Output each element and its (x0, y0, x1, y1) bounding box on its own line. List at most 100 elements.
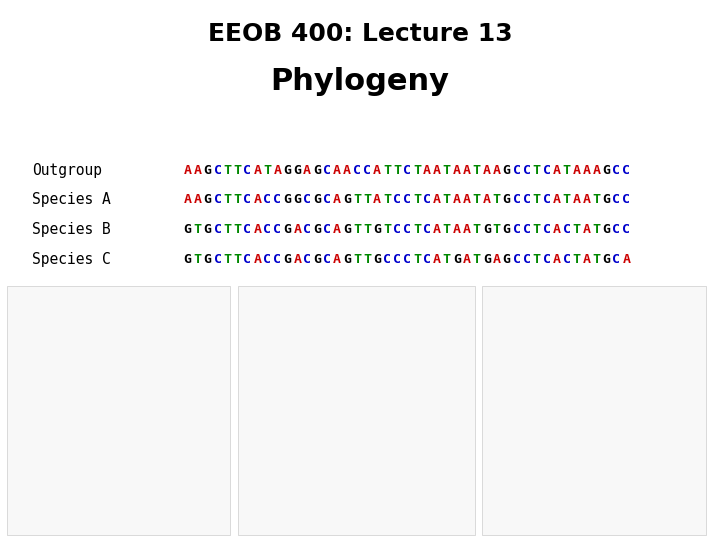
Text: A: A (482, 193, 491, 206)
Text: G: G (313, 164, 321, 177)
Text: A: A (552, 193, 561, 206)
Text: Species A: Species A (32, 192, 111, 207)
Text: A: A (582, 164, 590, 177)
Text: EEOB 400: Lecture 13: EEOB 400: Lecture 13 (207, 22, 513, 45)
Text: T: T (533, 164, 541, 177)
Text: C: C (214, 193, 222, 206)
Text: T: T (443, 223, 451, 236)
Text: G: G (343, 253, 351, 266)
Text: T: T (363, 193, 371, 206)
Text: T: T (533, 253, 541, 266)
Text: T: T (533, 193, 541, 206)
Text: Outgroup: Outgroup (32, 163, 102, 178)
Text: A: A (184, 164, 192, 177)
Text: G: G (343, 193, 351, 206)
Text: C: C (393, 253, 401, 266)
Text: C: C (353, 164, 361, 177)
Text: C: C (383, 253, 391, 266)
Text: C: C (274, 193, 282, 206)
Text: T: T (593, 223, 600, 236)
Text: G: G (373, 223, 381, 236)
Text: C: C (523, 223, 531, 236)
Text: A: A (453, 164, 461, 177)
Text: T: T (194, 253, 202, 266)
Text: A: A (184, 193, 192, 206)
Text: T: T (593, 193, 600, 206)
Text: G: G (184, 223, 192, 236)
Text: C: C (323, 253, 331, 266)
Text: C: C (264, 193, 271, 206)
Text: A: A (463, 164, 471, 177)
Text: T: T (233, 253, 241, 266)
Text: A: A (333, 223, 341, 236)
Text: T: T (223, 223, 232, 236)
Text: A: A (333, 253, 341, 266)
Text: C: C (543, 164, 551, 177)
Text: C: C (423, 223, 431, 236)
Text: T: T (233, 223, 241, 236)
Text: G: G (204, 223, 212, 236)
Text: G: G (603, 193, 611, 206)
Text: A: A (274, 164, 282, 177)
Text: T: T (363, 253, 371, 266)
Text: C: C (403, 164, 411, 177)
Text: A: A (303, 164, 311, 177)
Text: G: G (503, 253, 510, 266)
Text: C: C (323, 223, 331, 236)
Text: G: G (603, 164, 611, 177)
Text: G: G (453, 253, 461, 266)
Text: C: C (274, 253, 282, 266)
Text: C: C (523, 193, 531, 206)
Text: C: C (622, 223, 631, 236)
Text: C: C (214, 253, 222, 266)
Text: C: C (303, 253, 311, 266)
Text: C: C (303, 193, 311, 206)
Text: T: T (562, 193, 570, 206)
Text: A: A (253, 253, 261, 266)
Text: C: C (264, 253, 271, 266)
Text: T: T (383, 193, 391, 206)
Text: A: A (293, 223, 301, 236)
Text: C: C (243, 223, 251, 236)
Text: A: A (433, 193, 441, 206)
Text: T: T (413, 223, 421, 236)
Text: A: A (572, 193, 580, 206)
Text: T: T (353, 223, 361, 236)
Text: A: A (253, 223, 261, 236)
Text: G: G (293, 193, 301, 206)
Text: A: A (433, 164, 441, 177)
Text: G: G (283, 193, 292, 206)
Text: A: A (463, 223, 471, 236)
Text: C: C (243, 164, 251, 177)
Text: T: T (233, 164, 241, 177)
Text: A: A (333, 164, 341, 177)
Text: A: A (253, 164, 261, 177)
Text: G: G (603, 223, 611, 236)
Text: G: G (503, 193, 510, 206)
Text: G: G (313, 253, 321, 266)
Text: T: T (443, 253, 451, 266)
Text: T: T (473, 223, 481, 236)
Text: T: T (233, 193, 241, 206)
Text: C: C (214, 164, 222, 177)
Text: C: C (622, 164, 631, 177)
Text: A: A (552, 253, 561, 266)
Text: C: C (513, 193, 521, 206)
Text: A: A (423, 164, 431, 177)
Text: A: A (582, 253, 590, 266)
Text: T: T (363, 223, 371, 236)
Text: G: G (293, 164, 301, 177)
Text: T: T (413, 164, 421, 177)
Text: G: G (204, 253, 212, 266)
Text: C: C (562, 223, 570, 236)
Text: T: T (383, 223, 391, 236)
Text: T: T (383, 164, 391, 177)
Text: T: T (473, 193, 481, 206)
Text: C: C (243, 253, 251, 266)
Text: G: G (313, 223, 321, 236)
Text: A: A (333, 193, 341, 206)
Text: C: C (323, 193, 331, 206)
Text: C: C (562, 253, 570, 266)
Text: T: T (353, 193, 361, 206)
Text: C: C (423, 253, 431, 266)
